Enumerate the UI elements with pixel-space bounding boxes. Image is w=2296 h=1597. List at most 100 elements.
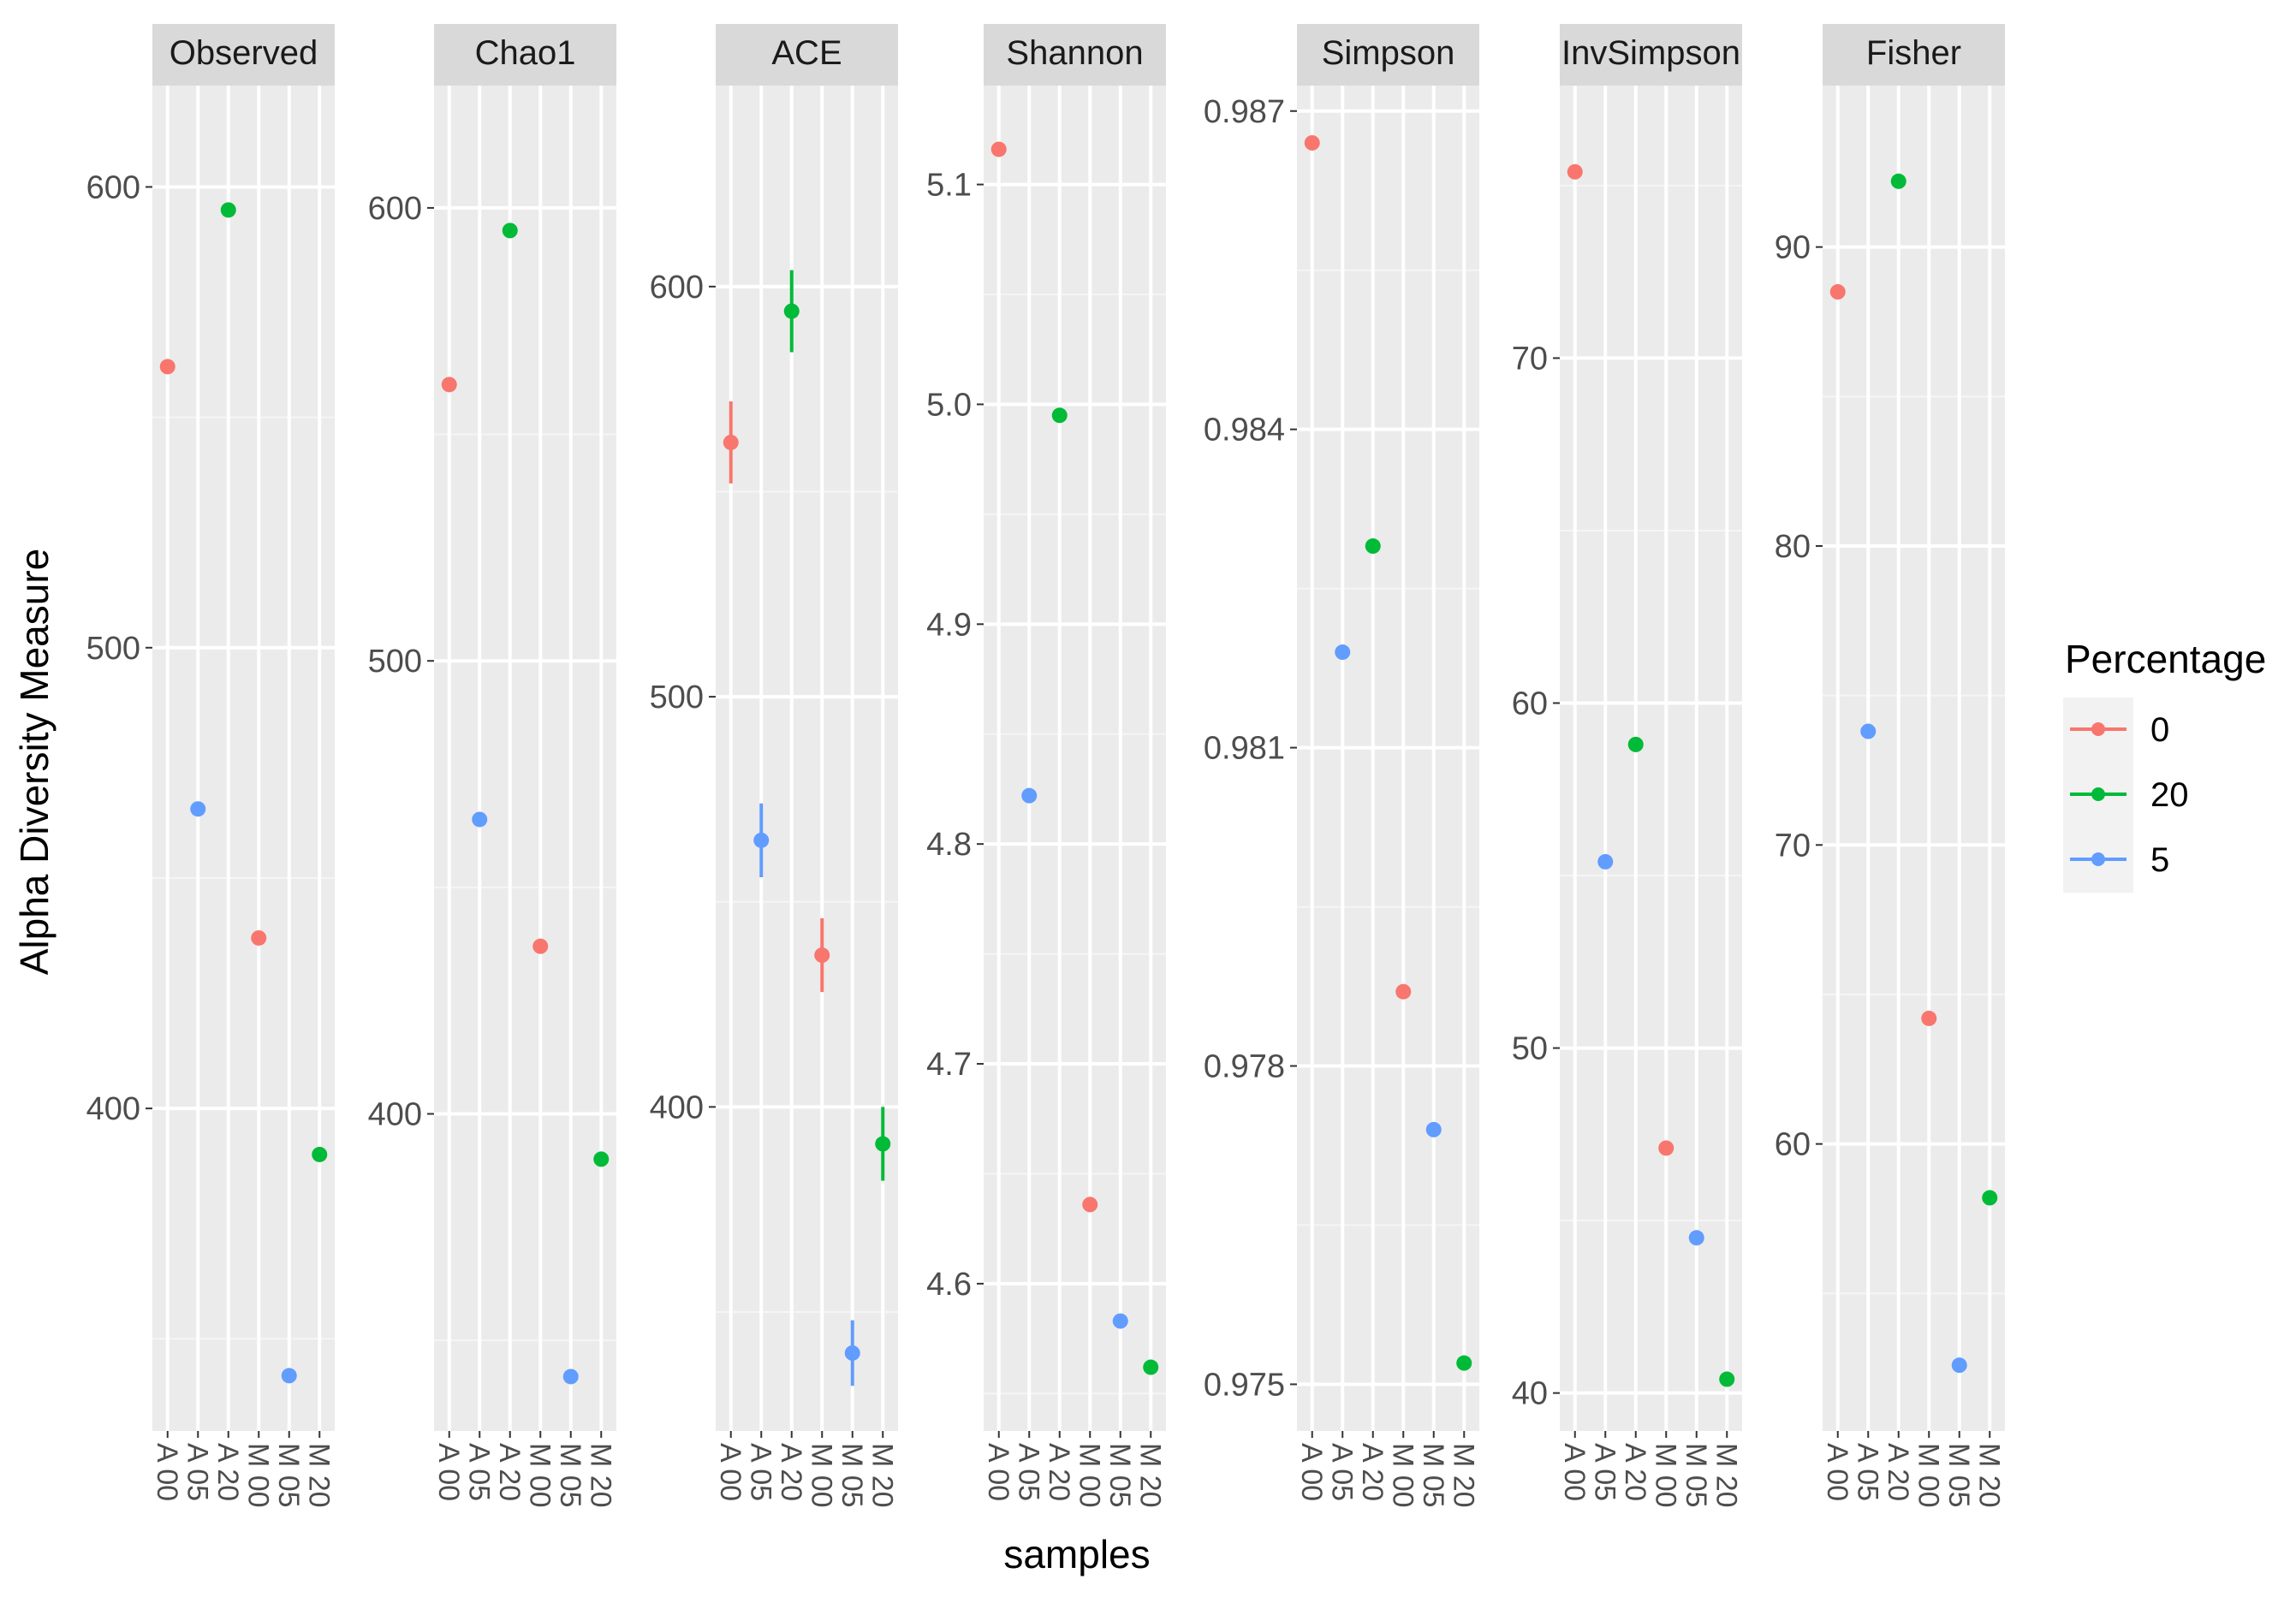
- x-tick-label-simpson-0: A 00: [1295, 1443, 1328, 1501]
- panel-title-fisher: Fisher: [1866, 34, 1961, 72]
- data-point-simpson-0: [1304, 134, 1320, 151]
- y-tick-label-fisher-1: 70: [1775, 828, 1811, 864]
- data-point-invsimpson-2: [1627, 736, 1644, 752]
- panel-ace: ACE 400 500 600 A 00A 05A 20M 00M 05M 20: [650, 24, 898, 1508]
- data-point-fisher-5: [1982, 1190, 1998, 1206]
- x-tick-label-observed-2: A 20: [211, 1443, 244, 1501]
- x-tick-label-fisher-2: A 20: [1882, 1443, 1914, 1501]
- x-tick-label-ace-1: A 05: [744, 1443, 776, 1501]
- x-tick-label-observed-4: M 05: [272, 1443, 305, 1508]
- data-point-ace-1: [753, 832, 770, 848]
- data-point-shannon-5: [1143, 1359, 1159, 1375]
- legend-label-1: 20: [2150, 776, 2189, 814]
- legend-key-point-1: [2091, 787, 2105, 801]
- data-point-shannon-1: [1021, 787, 1038, 804]
- data-point-fisher-2: [1890, 173, 1906, 189]
- panel-strip-ace: [716, 24, 898, 86]
- x-tick-label-ace-4: M 05: [836, 1443, 868, 1508]
- y-tick-label-observed-1: 500: [86, 631, 140, 667]
- legend-key-point-2: [2091, 852, 2105, 866]
- x-tick-label-chao1-4: M 05: [554, 1443, 586, 1508]
- legend-title: Percentage: [2065, 637, 2266, 681]
- y-tick-label-chao1-0: 400: [368, 1096, 422, 1132]
- y-tick-label-shannon-0: 4.6: [926, 1267, 972, 1303]
- panel-strip-fisher: [1823, 24, 2005, 86]
- x-tick-label-simpson-3: M 00: [1386, 1443, 1419, 1508]
- x-tick-label-observed-1: A 05: [181, 1443, 213, 1501]
- y-tick-label-simpson-0: 0.975: [1204, 1367, 1285, 1403]
- data-point-simpson-4: [1425, 1121, 1442, 1137]
- x-tick-label-shannon-5: M 20: [1133, 1443, 1166, 1508]
- data-point-shannon-0: [990, 141, 1007, 157]
- legend-label-0: 0: [2150, 711, 2169, 749]
- y-tick-label-chao1-1: 500: [368, 644, 422, 680]
- panel-background-observed: [152, 86, 335, 1431]
- x-tick-label-shannon-0: A 00: [982, 1443, 1014, 1501]
- legend-label-2: 5: [2150, 841, 2169, 879]
- x-tick-label-observed-0: A 00: [151, 1443, 183, 1501]
- x-tick-label-fisher-5: M 20: [1972, 1443, 2005, 1508]
- x-tick-label-invsimpson-1: A 05: [1588, 1443, 1621, 1501]
- data-point-simpson-2: [1365, 538, 1381, 555]
- data-point-ace-5: [875, 1136, 891, 1152]
- y-tick-label-invsimpson-1: 50: [1512, 1031, 1548, 1067]
- data-point-ace-2: [783, 303, 800, 319]
- panel-title-simpson: Simpson: [1322, 34, 1455, 72]
- data-point-observed-5: [312, 1146, 328, 1162]
- panel-background-shannon: [984, 86, 1166, 1431]
- legend-key-point-0: [2091, 722, 2105, 736]
- data-point-observed-1: [190, 801, 206, 817]
- data-point-invsimpson-4: [1688, 1230, 1704, 1246]
- y-tick-label-fisher-0: 60: [1775, 1127, 1811, 1163]
- panel-title-ace: ACE: [771, 34, 842, 72]
- x-tick-label-ace-2: A 20: [775, 1443, 807, 1501]
- data-point-fisher-3: [1921, 1010, 1937, 1026]
- panel-simpson: Simpson 0.975 0.978 0.981 0.984 0.987 A 00A 05…: [1204, 24, 1479, 1508]
- data-point-invsimpson-1: [1597, 853, 1614, 870]
- data-point-simpson-1: [1335, 644, 1351, 661]
- x-tick-label-simpson-4: M 05: [1417, 1443, 1449, 1508]
- y-tick-label-ace-0: 400: [650, 1089, 704, 1125]
- data-point-chao1-4: [562, 1368, 579, 1385]
- x-tick-label-observed-3: M 00: [241, 1443, 274, 1508]
- y-tick-label-invsimpson-0: 40: [1512, 1376, 1548, 1412]
- data-point-fisher-1: [1860, 723, 1877, 739]
- y-tick-label-invsimpson-3: 70: [1512, 341, 1548, 377]
- data-point-chao1-5: [593, 1151, 610, 1167]
- data-point-chao1-1: [472, 811, 488, 828]
- x-tick-label-ace-3: M 00: [805, 1443, 837, 1508]
- data-point-shannon-2: [1051, 407, 1068, 424]
- panel-title-shannon: Shannon: [1006, 34, 1143, 72]
- data-point-simpson-5: [1456, 1355, 1472, 1371]
- data-point-invsimpson-3: [1658, 1140, 1674, 1156]
- y-axis-title: Alpha Diversity Measure: [12, 549, 57, 976]
- data-point-invsimpson-5: [1719, 1371, 1735, 1387]
- x-tick-label-shannon-1: A 05: [1012, 1443, 1044, 1501]
- data-point-observed-3: [251, 929, 267, 946]
- x-tick-label-fisher-0: A 00: [1821, 1443, 1853, 1501]
- x-tick-label-invsimpson-0: A 00: [1558, 1443, 1591, 1501]
- x-tick-label-simpson-2: A 20: [1356, 1443, 1389, 1501]
- data-point-fisher-4: [1951, 1357, 1967, 1374]
- y-tick-label-observed-2: 600: [86, 169, 140, 205]
- y-tick-label-ace-2: 600: [650, 270, 704, 306]
- x-tick-label-invsimpson-2: A 20: [1619, 1443, 1651, 1501]
- data-point-ace-4: [844, 1345, 860, 1361]
- data-point-ace-3: [814, 947, 830, 964]
- data-point-observed-4: [281, 1368, 297, 1384]
- x-tick-label-chao1-1: A 05: [462, 1443, 495, 1501]
- x-tick-label-fisher-1: A 05: [1851, 1443, 1883, 1501]
- x-tick-label-shannon-4: M 05: [1103, 1443, 1136, 1508]
- legend-entry-2: 5: [2070, 841, 2169, 879]
- x-tick-label-observed-5: M 20: [302, 1443, 335, 1508]
- legend-entry-0: 0: [2070, 711, 2169, 749]
- x-tick-label-fisher-4: M 05: [1942, 1443, 1975, 1508]
- y-tick-label-shannon-1: 4.7: [926, 1047, 972, 1083]
- x-tick-label-fisher-3: M 00: [1912, 1443, 1944, 1508]
- y-tick-label-simpson-1: 0.978: [1204, 1049, 1285, 1085]
- y-tick-label-shannon-4: 5.0: [926, 387, 972, 423]
- y-tick-label-observed-0: 400: [86, 1091, 140, 1127]
- panel-title-invsimpson: InvSimpson: [1561, 34, 1740, 72]
